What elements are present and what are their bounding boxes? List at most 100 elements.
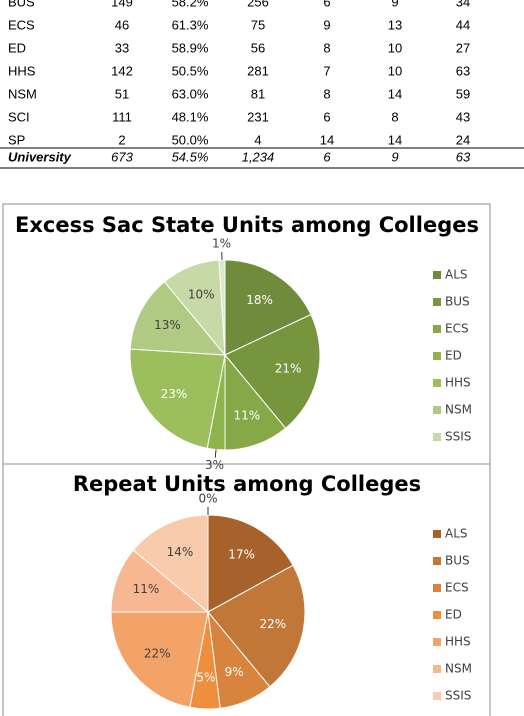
table-cell: 43 [456, 109, 470, 124]
table-cell: 75 [251, 17, 265, 32]
row-header: NSM [8, 86, 37, 101]
legend-label: ECS [445, 322, 469, 336]
table-cell: 10 [388, 63, 402, 78]
legend-swatch [433, 557, 441, 565]
table-cell: 44 [456, 17, 470, 32]
table-cell: 63 [456, 63, 470, 78]
legend-label: ALS [445, 268, 468, 282]
pie-slice [129, 281, 227, 356]
table-cell: 81 [251, 86, 265, 101]
table-cell: 673 [111, 149, 133, 164]
data-label: 9% [225, 665, 244, 679]
legend-label: ED [445, 608, 462, 622]
table-cell: 50.5% [172, 63, 209, 78]
table-cell: 6 [323, 0, 330, 9]
table-cell: 14 [320, 132, 334, 147]
table-cell: 46 [115, 17, 129, 32]
table-cell: 4 [254, 132, 261, 147]
pie-slice [110, 611, 209, 708]
table-cell: 27 [456, 40, 470, 55]
legend-swatch [433, 692, 441, 700]
data-label: 22% [259, 617, 286, 631]
data-label: 0% [198, 492, 217, 506]
table-cell: 9 [391, 149, 398, 164]
row-header: BUS [8, 0, 35, 9]
table-cell: 48.1% [172, 109, 209, 124]
legend-label: NSM [445, 662, 472, 676]
table-cell: 56 [251, 40, 265, 55]
table-cell: 14 [388, 132, 402, 147]
legend-swatch [433, 665, 441, 673]
table-cell: 58.9% [172, 40, 209, 55]
data-label: 5% [196, 670, 215, 684]
legend-swatch [433, 433, 441, 441]
legend-label: ED [445, 349, 462, 363]
table-cell: 34 [456, 0, 470, 9]
data-label: 18% [246, 293, 273, 307]
table-cell: 6 [323, 109, 330, 124]
table-cell: 149 [111, 0, 133, 9]
legend-swatch [433, 298, 441, 306]
row-header: SP [8, 132, 25, 147]
legend-swatch [433, 638, 441, 646]
legend-swatch [433, 379, 441, 387]
table-cell: 63 [456, 149, 471, 164]
legend-label: BUS [445, 554, 470, 568]
chart-title: Excess Sac State Units among Colleges [15, 213, 479, 237]
legend-swatch [433, 530, 441, 538]
row-header: HHS [8, 63, 36, 78]
table-cell: 33 [115, 40, 129, 55]
pie-slice [224, 353, 287, 451]
table-cell: 8 [323, 86, 330, 101]
legend-label: BUS [445, 295, 470, 309]
legend-label: SSIS [445, 689, 471, 703]
data-label: 21% [275, 362, 302, 376]
row-header: ED [8, 40, 26, 55]
table-cell: 50.0% [172, 132, 209, 147]
data-label: 10% [188, 287, 215, 301]
table-cell: 51 [115, 86, 129, 101]
table-cell: 8 [323, 40, 330, 55]
row-header: ECS [8, 17, 35, 32]
table-cell: 61.3% [172, 17, 209, 32]
pie-slice [110, 549, 210, 613]
data-label: 13% [154, 318, 181, 332]
legend-swatch [433, 271, 441, 279]
data-label: 14% [167, 545, 194, 559]
legend-swatch [433, 325, 441, 333]
pie-slice [224, 313, 321, 429]
row-header: SCI [8, 109, 30, 124]
legend-swatch [433, 584, 441, 592]
table-cell: 7 [323, 63, 330, 78]
chart-title: Repeat Units among Colleges [73, 472, 421, 496]
pie-slice [132, 514, 209, 614]
table-cell: 14 [388, 86, 402, 101]
table-cell: 142 [111, 63, 133, 78]
legend-label: SSIS [445, 430, 471, 444]
table-cell: 54.5% [172, 149, 209, 164]
leader-line [214, 449, 217, 458]
table-cell: 58.2% [172, 0, 209, 9]
data-label: 11% [133, 582, 160, 596]
data-label: 17% [228, 548, 255, 562]
legend-swatch [433, 352, 441, 360]
table-cell: 281 [247, 63, 269, 78]
data-label: 22% [144, 647, 171, 661]
table-cell: 9 [391, 0, 398, 9]
table-cell: 2 [118, 132, 125, 147]
data-label: 23% [161, 387, 188, 401]
legend-swatch [433, 406, 441, 414]
table-cell: 8 [391, 109, 398, 124]
legend-swatch [433, 611, 441, 619]
data-label: 11% [234, 408, 261, 422]
pie-slice [207, 564, 306, 688]
legend-label: ALS [445, 527, 468, 541]
table-cell: 63.0% [172, 86, 209, 101]
pie-slice [129, 348, 226, 449]
pie-slice [224, 259, 312, 356]
data-label: 1% [212, 237, 231, 251]
table-cell: 59 [456, 86, 470, 101]
legend-label: NSM [445, 403, 472, 417]
table-cell: 24 [456, 132, 470, 147]
